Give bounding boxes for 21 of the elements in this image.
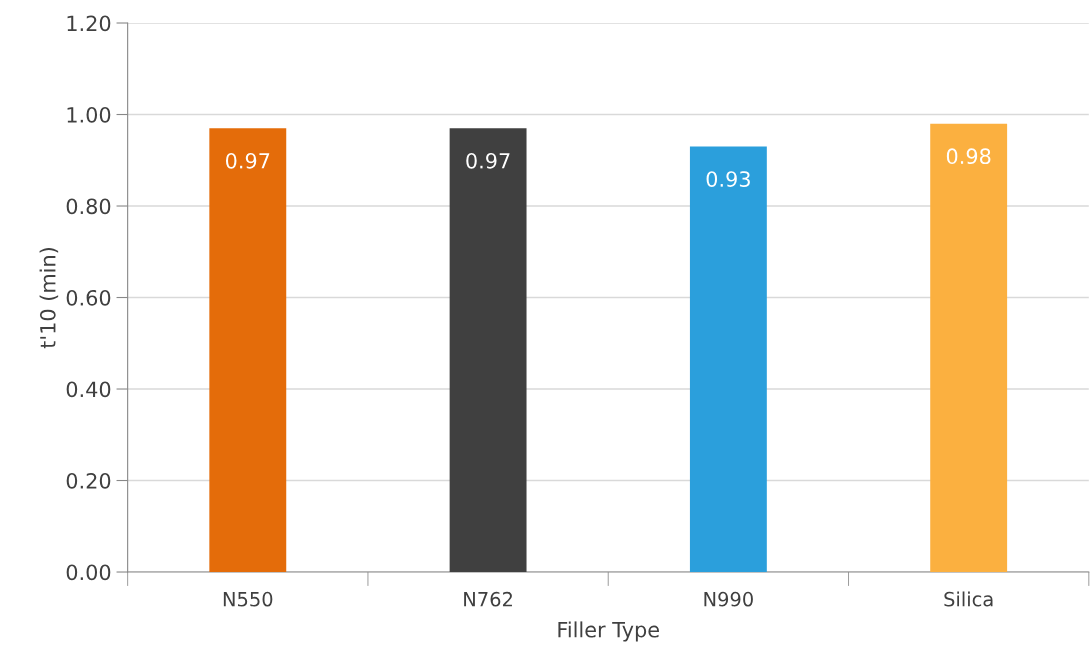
- y-tick-label: 1.00: [67, 106, 111, 123]
- data-label: 0.93: [706, 171, 750, 187]
- bar: [930, 123, 1008, 573]
- y-tick-label: 0.40: [66, 381, 111, 398]
- data-label: 0.97: [225, 152, 270, 169]
- bar: [689, 146, 767, 573]
- y-tick-label: 0.00: [66, 564, 111, 581]
- x-tick-label: N762: [464, 591, 512, 607]
- y-tick-label: 0.80: [66, 198, 111, 215]
- x-tick-label: Silica: [944, 591, 993, 607]
- data-label: 0.97: [466, 152, 510, 169]
- y-tick-label: 0.60: [66, 289, 111, 306]
- y-axis-title: t'10 (min): [39, 248, 59, 349]
- data-label: 0.98: [946, 148, 991, 165]
- x-tick-label: N550: [223, 591, 273, 607]
- y-tick-label: 0.20: [66, 472, 111, 489]
- x-tick-label: N990: [704, 591, 753, 607]
- bar: [209, 128, 287, 573]
- y-tick-label: 1.20: [67, 15, 111, 32]
- bar: [449, 128, 527, 573]
- x-axis-title: Filler Type: [558, 621, 659, 642]
